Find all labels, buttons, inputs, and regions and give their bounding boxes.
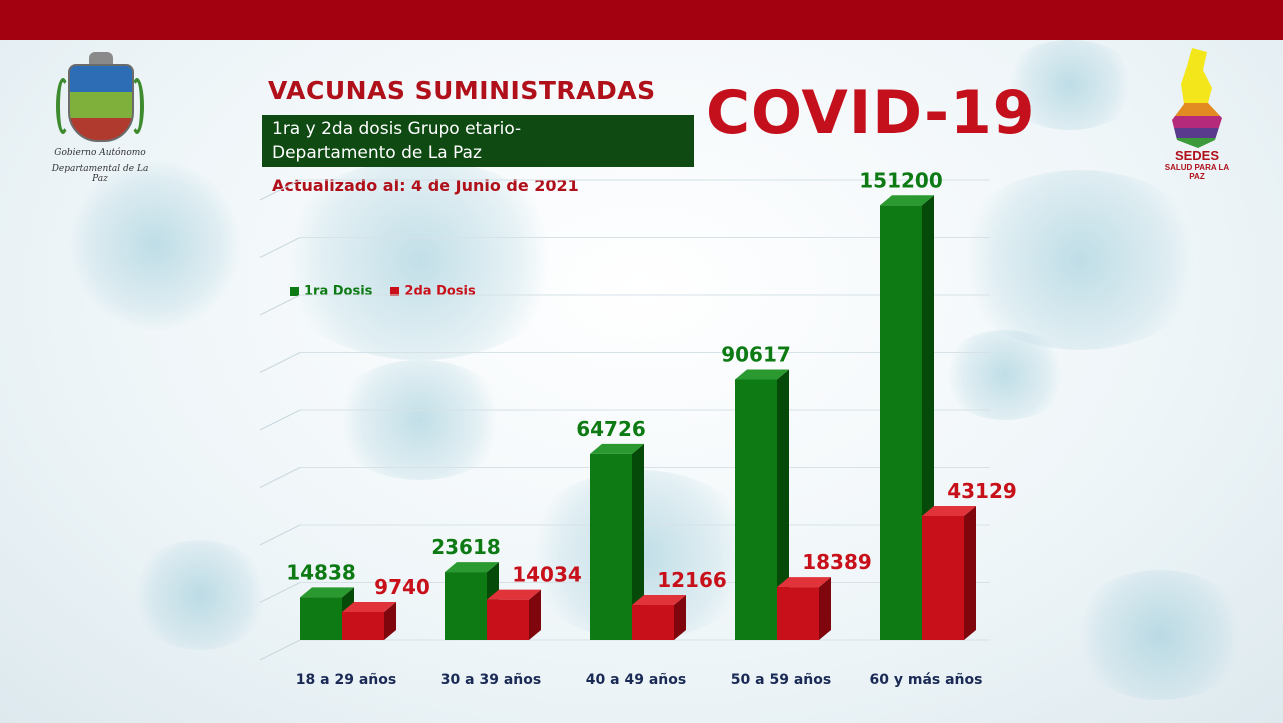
gridline <box>259 524 301 546</box>
updated-date: Actualizado al: 4 de Junio de 2021 <box>272 176 579 195</box>
subtitle-box: 1ra y 2da dosis Grupo etario- Departamen… <box>262 115 694 167</box>
wreath-icon <box>56 78 70 134</box>
bar <box>590 453 632 640</box>
crown-icon <box>89 52 113 66</box>
bar <box>632 605 674 640</box>
bar-side <box>964 506 976 640</box>
subtitle-line2: Departamento de La Paz <box>272 143 482 163</box>
sedes-logo: SEDES SALUD PARA LA PAZ <box>1158 48 1236 181</box>
wreath-icon <box>130 78 144 134</box>
category-label: 18 a 29 años <box>296 672 396 688</box>
data-label: 18389 <box>802 550 872 574</box>
subtitle-line1: 1ra y 2da dosis Grupo etario- <box>272 119 522 139</box>
virus-decoration <box>1070 570 1250 700</box>
top-banner <box>0 0 1283 40</box>
logo-text-line1: Gobierno Autónomo <box>54 148 146 158</box>
bar-top <box>342 601 396 612</box>
bar-top <box>735 369 789 380</box>
data-label: 151200 <box>859 170 943 192</box>
data-label: 12166 <box>657 568 727 592</box>
legend-swatch-dose1 <box>290 287 299 296</box>
data-label: 14034 <box>512 563 582 587</box>
bar-side <box>384 601 396 640</box>
bar <box>487 599 529 640</box>
gridline <box>259 237 301 258</box>
virus-decoration <box>270 160 570 360</box>
gridline <box>259 409 301 431</box>
category-label: 50 a 59 años <box>731 672 831 688</box>
virus-decoration <box>330 360 510 480</box>
category-label: 60 y más años <box>870 672 983 688</box>
map-icon <box>1172 48 1222 148</box>
bar <box>922 516 964 640</box>
bar-top <box>922 506 976 517</box>
bar-top <box>590 443 644 454</box>
data-label: 64726 <box>576 417 646 441</box>
category-label: 30 a 39 años <box>441 672 541 688</box>
virus-decoration <box>950 170 1210 350</box>
page-title: VACUNAS SUMINISTRADAS <box>268 76 656 105</box>
virus-decoration <box>130 540 270 650</box>
bar-top <box>880 195 934 206</box>
shield-icon <box>68 64 134 142</box>
virus-decoration <box>1000 40 1140 130</box>
bar <box>880 205 922 641</box>
bar <box>777 587 819 640</box>
bar <box>445 572 487 640</box>
sedes-subtitle: SALUD PARA LA PAZ <box>1164 163 1230 181</box>
bar <box>342 611 384 640</box>
legend-swatch-dose2 <box>390 287 400 296</box>
bar-top <box>300 587 354 598</box>
gridline <box>259 582 301 603</box>
bar-side <box>777 369 789 640</box>
bar-side <box>819 577 831 640</box>
vaccination-bar-chart: 14838 9740 18 a 29 años 23618 14034 30 a 39 a… <box>259 170 1017 688</box>
sedes-name: SEDES <box>1174 148 1220 163</box>
category-label: 40 a 49 años <box>586 672 686 688</box>
gridline <box>259 294 301 316</box>
bar <box>735 379 777 640</box>
bar-top <box>445 562 499 573</box>
gridline <box>259 639 301 661</box>
logo-text-line2: Departamental de La Paz <box>51 164 149 184</box>
gridline <box>259 467 301 488</box>
virus-decoration <box>70 160 240 330</box>
data-label: 43129 <box>947 479 1017 503</box>
bar <box>300 597 342 640</box>
data-label: 90617 <box>721 342 791 366</box>
gobierno-logo: Gobierno Autónomo Departamental de La Pa… <box>46 52 154 184</box>
bar-side <box>529 589 541 640</box>
data-label: 23618 <box>431 535 501 559</box>
bar-side <box>632 443 644 640</box>
gridline <box>259 179 301 201</box>
gridline <box>259 352 301 373</box>
covid-title: COVID-19 <box>706 78 1036 148</box>
bar-top <box>777 577 831 588</box>
bar-top <box>632 595 686 606</box>
bar-top <box>487 589 541 600</box>
virus-decoration <box>940 330 1070 420</box>
data-label: 14838 <box>286 560 356 584</box>
bar-side <box>674 595 686 640</box>
data-label: 9740 <box>374 575 430 599</box>
